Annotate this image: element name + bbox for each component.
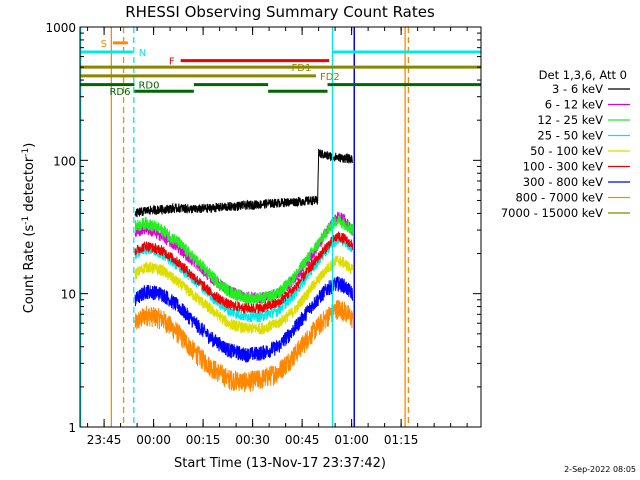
legend-label: 300 - 800 keV: [523, 175, 603, 189]
axes: 23:45 00:00 00:15 00:30 00:45 01:00 01:15 1 10 10…: [45, 21, 482, 447]
legend-label: 50 - 100 keV: [530, 144, 603, 158]
y-axis-label-part: -1: [21, 216, 31, 225]
legend-label: 800 - 7000 keV: [515, 191, 603, 205]
flag-label-rd0: RD0: [138, 81, 159, 92]
legend-label: 25 - 50 keV: [537, 129, 603, 143]
x-tick-label: 01:00: [334, 433, 369, 447]
y-axis-label-part: -1: [21, 148, 31, 157]
y-axis-label-part: detector: [22, 156, 37, 216]
y-tick-label: 1: [68, 421, 76, 435]
y-tick-label: 100: [53, 154, 76, 168]
flag-label-rd6: RD6: [109, 87, 130, 98]
plot-frame: [79, 26, 482, 428]
series-line-3-6-kev: [134, 148, 354, 218]
footer-timestamp: 2-Sep-2022 08:05: [564, 465, 636, 474]
plot-area: S N F FD1 FD2 RD0 RD6: [80, 27, 481, 427]
flag-label-n: N: [139, 48, 146, 59]
x-tick-label: 00:45: [285, 433, 320, 447]
legend-label: 12 - 25 keV: [537, 113, 603, 127]
y-axis-label-part: Count Rate (s: [22, 225, 37, 314]
legend-label: 3 - 6 keV: [552, 82, 603, 96]
x-tick-label: 23:45: [87, 433, 122, 447]
series-line-12-25-kev: [134, 215, 354, 305]
legend-label: 7000 - 15000 keV: [501, 206, 603, 220]
y-axis-label: Count Rate (s-1 detector-1): [21, 143, 37, 314]
legend-title: Det 1,3,6, Att 0: [539, 68, 627, 82]
chart-title: RHESSI Observing Summary Count Rates: [125, 3, 435, 21]
flag-label-s: S: [101, 39, 107, 50]
y-tick-label: 1000: [45, 21, 76, 35]
series-line-100-300-kev: [134, 231, 354, 314]
flag-label-fd2: FD2: [320, 72, 340, 83]
flag-label-fd1: FD1: [292, 63, 312, 74]
x-tick-label: 00:00: [136, 433, 171, 447]
series-line-800-7000-kev: [134, 299, 354, 393]
legend-label: 100 - 300 keV: [523, 160, 603, 174]
x-tick-label: 00:30: [235, 433, 270, 447]
series-line-50-100-kev: [134, 255, 354, 335]
legend-label: 6 - 12 keV: [545, 98, 603, 112]
x-tick-label: 00:15: [186, 433, 221, 447]
y-axis-label-part: ): [22, 143, 37, 148]
series-line-300-800-kev: [134, 276, 354, 363]
flag-label-f: F: [169, 57, 175, 68]
x-axis-label: Start Time (13-Nov-17 23:37:42): [174, 456, 386, 471]
y-tick-label: 10: [61, 288, 76, 302]
x-tick-label: 01:15: [384, 433, 419, 447]
